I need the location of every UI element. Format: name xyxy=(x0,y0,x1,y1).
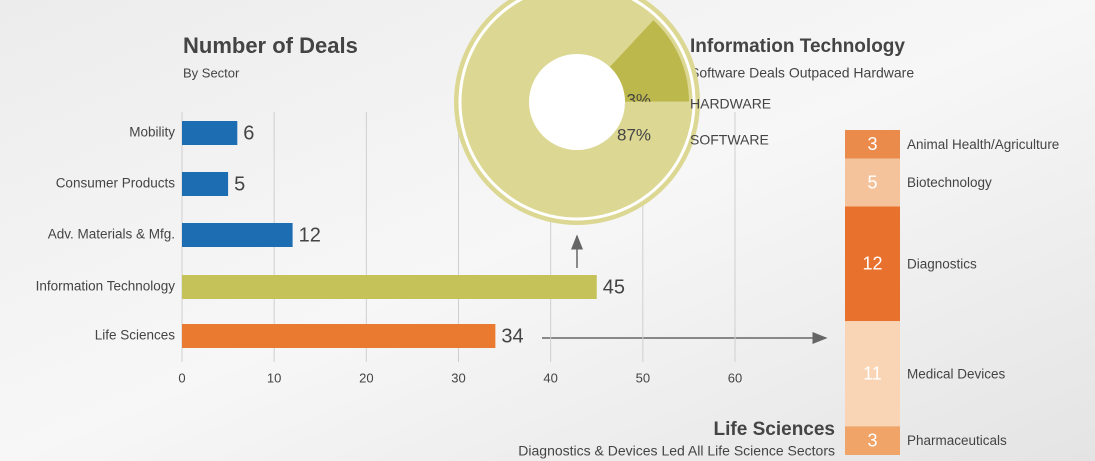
pie-title: Information Technology xyxy=(690,36,905,57)
x-tick-label: 50 xyxy=(636,370,650,385)
pie-value-label: 87% xyxy=(617,125,651,144)
y-tick-label: Information Technology xyxy=(36,279,176,294)
segment-label: 12 xyxy=(862,254,882,274)
column-subtitle: Diagnostics & Devices Led All Life Scien… xyxy=(518,443,835,459)
x-tick-label: 0 xyxy=(178,370,185,385)
x-tick-label: 20 xyxy=(359,370,373,385)
pie-subtitle: Software Deals Outpaced Hardware xyxy=(690,65,914,81)
y-tick-label: Life Sciences xyxy=(95,328,176,343)
data-label: 12 xyxy=(299,224,321,246)
charts: 0 10 20 30 40 50 60 Mobility 6 Consumer Products 5… xyxy=(36,0,1059,455)
segment-category: Pharmaceuticals xyxy=(907,433,1007,448)
column-segment xyxy=(845,130,900,159)
column-segment xyxy=(845,321,900,427)
segment-label: 11 xyxy=(863,364,882,384)
bar xyxy=(182,275,597,299)
segment-category: Animal Health/Agriculture xyxy=(907,137,1059,152)
y-tick-label: Consumer Products xyxy=(56,176,176,191)
pie-hole xyxy=(529,54,625,150)
y-tick-label: Adv. Materials & Mfg. xyxy=(48,227,175,242)
data-label: 6 xyxy=(243,122,254,144)
x-tick-label: 10 xyxy=(267,370,281,385)
segment-label: 3 xyxy=(867,430,877,450)
bar xyxy=(182,121,238,145)
segment-category: Medical Devices xyxy=(907,366,1006,381)
legend-label: SOFTWARE xyxy=(690,132,769,148)
segment-category: Diagnostics xyxy=(907,256,977,271)
bar xyxy=(182,223,293,247)
segment-label: 3 xyxy=(867,134,877,154)
legend-label: HARDWARE xyxy=(690,96,771,112)
segment-category: Biotechnology xyxy=(907,175,992,190)
pie-divider-ring xyxy=(458,0,696,221)
column-segment xyxy=(845,158,900,207)
data-label: 45 xyxy=(603,276,625,298)
bar xyxy=(182,324,496,348)
segment-label: 5 xyxy=(867,172,877,192)
y-tick-label: Mobility xyxy=(129,125,175,140)
x-tick-label: 60 xyxy=(728,370,742,385)
x-tick-label: 30 xyxy=(451,370,465,385)
data-label: 5 xyxy=(234,173,245,195)
column-title: Life Sciences xyxy=(714,419,835,440)
x-tick-label: 40 xyxy=(543,370,557,385)
bar xyxy=(182,172,229,196)
column-segment xyxy=(845,426,900,455)
column-segment xyxy=(845,206,900,322)
pie-slice xyxy=(609,20,689,102)
bar-title: Number of Deals xyxy=(183,33,358,58)
data-label: 34 xyxy=(501,325,523,347)
bar-subtitle: By Sector xyxy=(183,65,240,80)
pie-slice xyxy=(465,0,689,214)
